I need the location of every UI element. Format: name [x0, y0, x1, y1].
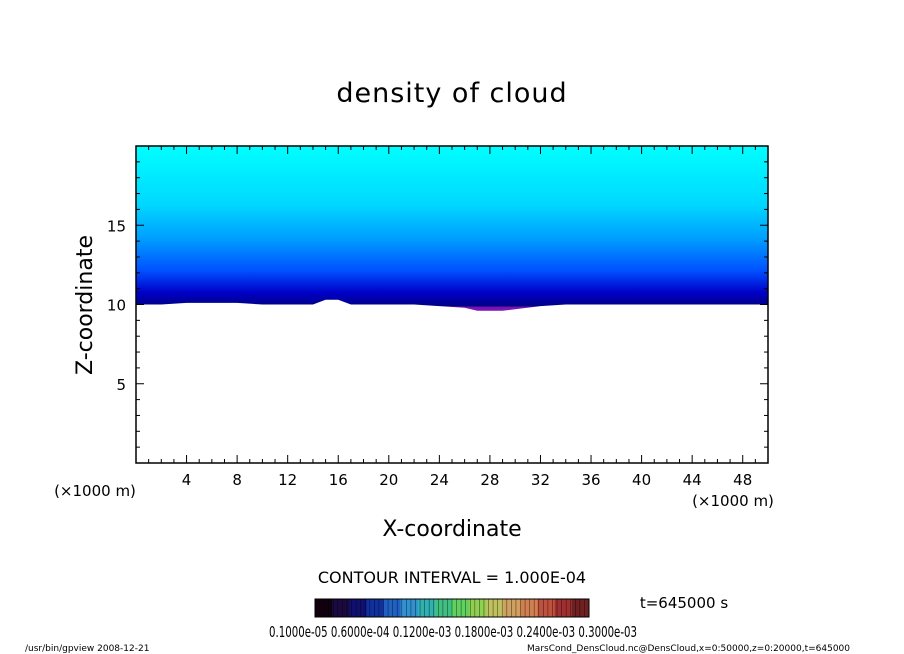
plot-area — [136, 146, 768, 311]
x-tick-label: 36 — [581, 471, 600, 489]
colorbar-swatch — [434, 599, 453, 617]
colorbar-swatch — [571, 599, 590, 617]
axis-ticks — [136, 146, 768, 463]
time-label: t=645000 s — [640, 594, 728, 612]
colorbar-swatch — [520, 599, 539, 617]
colorbar-swatch — [349, 599, 367, 617]
x-axis-label: X-coordinate — [382, 517, 521, 542]
colorbar-swatch — [469, 599, 487, 617]
x-tick-label: 24 — [430, 471, 449, 489]
y-axis-unit: (×1000 m) — [54, 482, 136, 500]
colorbar-swatch — [315, 599, 333, 617]
colorbar-swatch — [366, 599, 385, 617]
footer-source: MarsCond_DensCloud.nc@DensCloud,x=0:5000… — [527, 644, 850, 654]
colorbar — [314, 599, 590, 617]
colorbar-swatch — [554, 599, 573, 617]
y-tick-label: 15 — [107, 217, 126, 235]
x-tick-label: 48 — [733, 471, 752, 489]
contour-interval-label: CONTOUR INTERVAL = 1.000E-04 — [318, 568, 586, 587]
y-tick-labels: 5 10 15 — [107, 217, 126, 394]
colorbar-swatch — [452, 599, 470, 617]
chart-title: density of cloud — [336, 78, 567, 109]
x-tick-label: 20 — [379, 471, 398, 489]
x-tick-label: 4 — [182, 471, 192, 489]
colorbar-swatch — [417, 599, 436, 617]
colorbar-swatch — [537, 599, 556, 617]
cloud-density-field — [136, 146, 768, 311]
footer-program: /usr/bin/gpview 2008-12-21 — [25, 644, 149, 654]
x-tick-label: 16 — [329, 471, 348, 489]
x-tick-label: 8 — [232, 471, 242, 489]
x-tick-label: 32 — [531, 471, 550, 489]
colorbar-swatch — [400, 599, 419, 617]
x-tick-label: 40 — [632, 471, 651, 489]
y-tick-label: 10 — [107, 297, 126, 315]
x-axis-unit: (×1000 m) — [692, 492, 774, 510]
x-tick-label: 44 — [683, 471, 702, 489]
x-tick-label: 12 — [278, 471, 297, 489]
y-axis-label: Z-coordinate — [73, 235, 98, 375]
colorbar-labels: 0.1000e-05 0.6000e-04 0.1200e-03 0.1800e… — [269, 623, 637, 641]
colorbar-frame — [314, 598, 590, 618]
x-tick-labels: 4 8 12 16 20 24 28 32 36 40 44 48 — [182, 471, 752, 489]
colorbar-swatch — [486, 599, 504, 617]
colorbar-swatch — [503, 599, 522, 617]
colorbar-swatch — [383, 599, 402, 617]
colorbar-swatch — [332, 599, 350, 617]
y-tick-label: 5 — [116, 376, 126, 394]
x-tick-label: 28 — [480, 471, 499, 489]
